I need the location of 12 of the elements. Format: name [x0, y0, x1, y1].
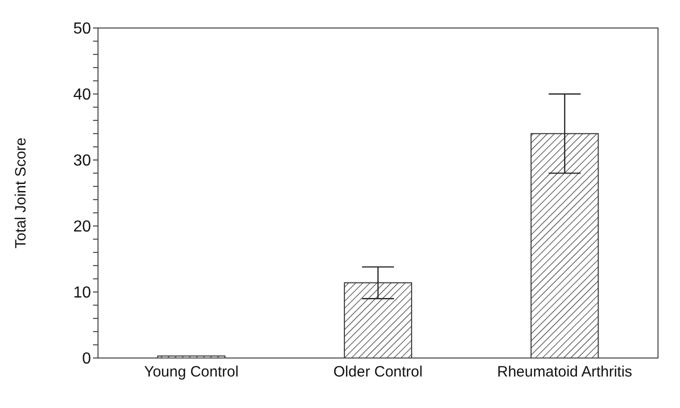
x-tick-label: Older Control — [333, 364, 423, 381]
y-tick-label: 20 — [73, 218, 92, 236]
y-axis-title: Total Joint Score — [12, 138, 30, 248]
bar — [530, 133, 599, 358]
y-tick-label: 30 — [73, 152, 92, 170]
x-tick-label: Young Control — [144, 364, 239, 381]
y-tick-label: 40 — [73, 86, 92, 104]
x-tick-label: Rheumatoid Arthritis — [497, 364, 632, 381]
y-tick-label: 0 — [82, 350, 92, 368]
bar — [344, 282, 412, 358]
y-tick-label: 10 — [73, 284, 92, 302]
y-tick-label: 50 — [73, 20, 92, 38]
